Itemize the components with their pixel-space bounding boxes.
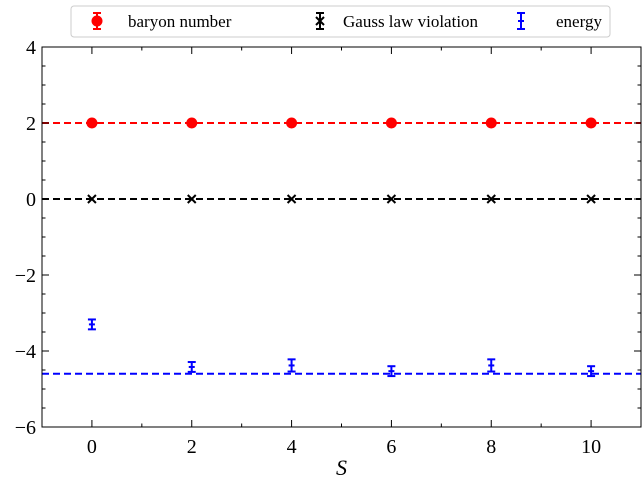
plot-area [42,117,641,378]
series-1 [42,194,641,204]
legend-marker [315,16,325,26]
x-axis-label: S [336,455,347,480]
x-tick-label: 2 [187,436,197,458]
data-point [586,194,596,204]
legend-entry-0: baryon number [91,12,232,31]
data-point [287,358,296,373]
data-point [286,117,298,129]
y-tick-label: −2 [15,265,36,287]
data-point [187,194,197,204]
legend-entry-1: Gauss law violation [315,12,479,31]
series-2 [42,318,641,378]
legend: baryon number Gauss law violation energy [70,5,611,38]
x-tick-label: 6 [386,436,396,458]
data-point [87,318,96,331]
data-point [486,194,496,204]
y-tick-label: −6 [15,417,36,439]
legend-marker [91,15,103,27]
y-tick-label: 2 [26,113,36,135]
legend-label: baryon number [128,12,232,31]
data-point [387,365,396,378]
data-point [386,194,397,204]
x-tick-label: 0 [87,436,97,458]
data-point [587,365,596,378]
legend-entry-2: energy [517,12,602,31]
series-group [42,117,641,378]
data-point [187,361,196,373]
data-point [487,358,496,373]
data-point [87,194,97,204]
data-point [86,117,98,129]
series-0 [42,117,641,129]
y-tick-label: 0 [26,189,36,211]
legend-label: energy [556,12,602,31]
axes: 0 2 4 6 8 10 −6 −4 −2 0 2 4 S [15,37,642,480]
y-tick-label: −4 [15,341,36,363]
x-tick-label: 8 [486,436,496,458]
data-point [585,117,597,129]
legend-label: Gauss law violation [343,12,479,31]
data-point [286,194,297,204]
y-tick-label: 4 [26,37,36,59]
data-point [485,117,497,129]
legend-box [70,5,611,38]
x-tick-label: 4 [287,436,297,458]
axes-frame [41,46,642,428]
x-tick-label: 10 [581,436,601,458]
data-point [385,117,397,129]
data-point [186,117,198,129]
